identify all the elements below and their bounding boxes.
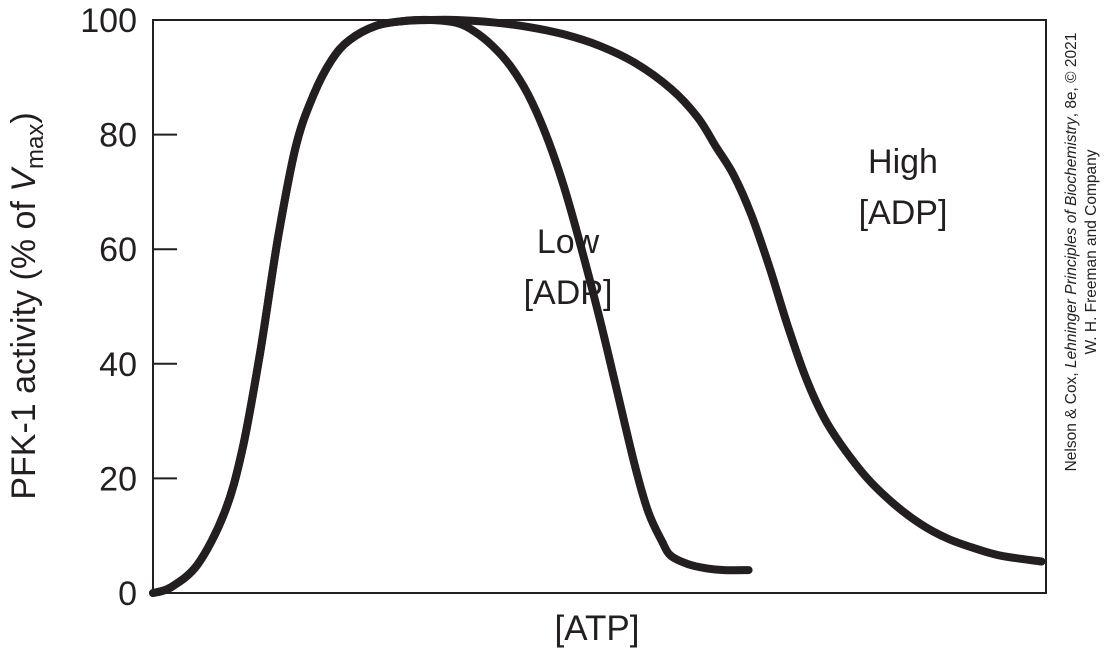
credit-line1-suffix: , 8e, © 2021 [1063,33,1080,118]
y-axis: 0 20 40 60 80 100 [80,2,177,613]
y-axis-label-sub: max [22,124,49,169]
y-axis-label: PFK-1 activity (% of Vmax) [5,112,49,499]
x-axis-label: [ATP] [555,609,640,648]
y-axis-label-v: V [5,166,43,192]
y-tick-label: 0 [118,575,137,613]
low-adp-label-line1: Low [537,223,600,261]
credit-line1-italic: Lehninger Principles of Biochemistry [1063,116,1080,368]
y-tick-label: 20 [99,460,137,498]
low-adp-label-line2: [ADP] [524,274,613,312]
low-adp-curve [149,15,753,597]
y-tick-label: 40 [99,346,137,384]
y-tick-label: 80 [99,117,137,155]
y-tick-label: 60 [99,231,137,269]
high-adp-label-line1: High [868,143,938,181]
y-axis-label-suffix: ) [5,112,43,123]
plot-frame [152,19,1047,594]
credit-line1-prefix: Nelson & Cox, [1063,368,1080,471]
y-tick-label: 100 [80,2,137,40]
high-adp-curve [149,15,1046,597]
high-adp-label-line2: [ADP] [859,194,948,232]
credit-line1: Nelson & Cox, Lehninger Principles of Bi… [1063,33,1080,472]
curves [149,15,1046,597]
y-axis-label-prefix: PFK-1 activity (% of [5,192,43,500]
credit-line2: W. H. Freeman and Company [1083,149,1100,354]
